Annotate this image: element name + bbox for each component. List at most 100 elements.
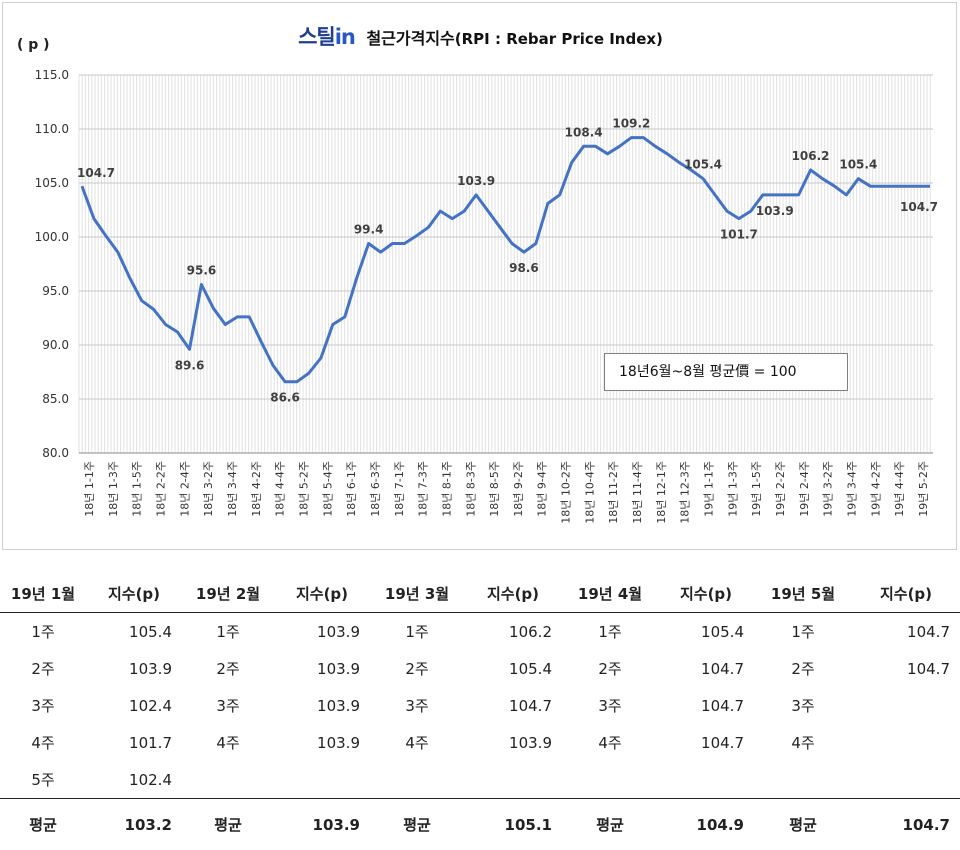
week-cell: 3주: [0, 687, 86, 724]
index-value-cell: 104.7: [658, 650, 754, 687]
week-cell: 2주: [562, 650, 658, 687]
week-cell: 2주: [182, 650, 274, 687]
x-tick-label: 18년 9-4주: [536, 461, 549, 517]
x-tick-label: 18년 4-2주: [250, 461, 263, 517]
data-label: 89.6: [175, 358, 205, 372]
week-cell: 1주: [562, 613, 658, 651]
index-value-cell: 106.2: [464, 613, 562, 651]
week-cell: [182, 761, 274, 799]
index-value-cell: 104.7: [464, 687, 562, 724]
data-label: 98.6: [509, 261, 539, 275]
data-label: 108.4: [565, 125, 603, 139]
month-header: 19년 1월: [0, 574, 86, 613]
x-tick-label: 18년 8-5주: [488, 461, 501, 517]
y-tick-label: 85.0: [42, 392, 69, 406]
data-label: 103.9: [756, 204, 794, 218]
x-tick-label: 18년 1-1주: [83, 461, 96, 517]
average-label: 평균: [754, 799, 852, 850]
week-cell: [754, 761, 852, 799]
index-value-cell: [658, 761, 754, 799]
index-value-cell: 102.4: [86, 761, 182, 799]
y-tick-label: 110.0: [35, 122, 69, 136]
x-tick-label: 19년 5-2주: [917, 461, 930, 517]
week-cell: 1주: [0, 613, 86, 651]
index-value-cell: 104.7: [658, 724, 754, 761]
week-cell: 1주: [370, 613, 464, 651]
week-cell: 2주: [370, 650, 464, 687]
index-value-cell: [852, 724, 960, 761]
chart-title: 스틸in 철근가격지수(RPI : Rebar Price Index): [3, 21, 958, 51]
x-tick-label: 18년 7-1주: [393, 461, 406, 517]
x-tick-label: 18년 3-2주: [202, 461, 215, 517]
week-cell: 4주: [370, 724, 464, 761]
chart-title-sub: (RPI : Rebar Price Index): [455, 30, 663, 48]
average-label: 평균: [182, 799, 274, 850]
week-cell: 3주: [182, 687, 274, 724]
week-cell: [370, 761, 464, 799]
x-tick-label: 19년 2-2주: [774, 461, 787, 517]
week-cell: [562, 761, 658, 799]
x-tick-label: 19년 2-4주: [798, 461, 811, 517]
index-value-cell: [464, 761, 562, 799]
average-value: 104.7: [852, 799, 960, 850]
data-label: 99.4: [354, 222, 384, 236]
week-cell: 3주: [370, 687, 464, 724]
index-unit-header: 지수(p): [274, 574, 370, 613]
data-label: 105.4: [684, 158, 722, 172]
y-tick-label: 100.0: [35, 230, 69, 244]
x-tick-label: 19년 1-3주: [726, 461, 739, 517]
x-tick-label: 19년 1-1주: [703, 461, 716, 517]
x-tick-label: 18년 10-4주: [583, 461, 596, 524]
y-axis-unit: ( p ): [17, 37, 50, 53]
index-value-cell: 104.7: [658, 687, 754, 724]
index-value-cell: 105.4: [658, 613, 754, 651]
index-value-cell: [274, 761, 370, 799]
base-note: 18년6월~8월 평균價 = 100: [604, 353, 848, 391]
brand-logo: 스틸in: [298, 25, 355, 49]
month-header: 19년 4월: [562, 574, 658, 613]
data-label: 105.4: [839, 158, 877, 172]
index-unit-header: 지수(p): [464, 574, 562, 613]
week-cell: 5주: [0, 761, 86, 799]
x-tick-label: 18년 8-3주: [464, 461, 477, 517]
week-cell: 4주: [754, 724, 852, 761]
week-cell: 3주: [754, 687, 852, 724]
week-cell: 4주: [182, 724, 274, 761]
x-tick-label: 18년 9-2주: [512, 461, 525, 517]
month-header: 19년 5월: [754, 574, 852, 613]
x-tick-label: 19년 3-2주: [822, 461, 835, 517]
average-value: 105.1: [464, 799, 562, 850]
index-value-cell: 104.7: [852, 613, 960, 651]
index-value-cell: [852, 687, 960, 724]
data-label: 109.2: [612, 117, 650, 131]
x-tick-label: 18년 5-4주: [321, 461, 334, 517]
x-tick-label: 18년 8-1주: [440, 461, 453, 517]
x-tick-label: 18년 12-1주: [655, 461, 668, 524]
index-unit-header: 지수(p): [86, 574, 182, 613]
x-tick-label: 18년 1-3주: [107, 461, 120, 517]
y-tick-label: 95.0: [42, 284, 69, 298]
index-value-cell: 105.4: [464, 650, 562, 687]
average-value: 104.9: [658, 799, 754, 850]
data-label: 101.7: [720, 228, 758, 242]
x-tick-label: 19년 4-4주: [893, 461, 906, 517]
average-value: 103.2: [86, 799, 182, 850]
brand-logo-text: 스틸: [298, 25, 335, 49]
data-label: 86.6: [270, 391, 300, 405]
index-value-cell: 101.7: [86, 724, 182, 761]
week-cell: 4주: [562, 724, 658, 761]
y-tick-label: 90.0: [42, 338, 69, 352]
y-tick-label: 115.0: [35, 68, 69, 82]
index-unit-header: 지수(p): [658, 574, 754, 613]
x-tick-label: 18년 6-1주: [345, 461, 358, 517]
index-unit-header: 지수(p): [852, 574, 960, 613]
x-tick-label: 18년 1-5주: [131, 461, 144, 517]
